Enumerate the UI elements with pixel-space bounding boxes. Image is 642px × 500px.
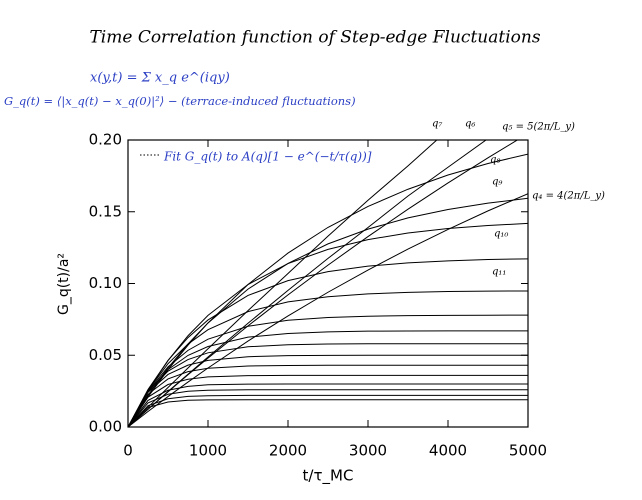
x-tick-label: 5000	[509, 442, 547, 460]
y-axis-label: G_q(t)/a²	[56, 253, 72, 315]
annotation: q₈	[490, 155, 500, 166]
series-line	[128, 330, 528, 427]
series-line	[128, 374, 528, 427]
annotation: q₆	[465, 119, 475, 130]
annotation: q₁₁	[492, 267, 506, 278]
annotation: q₅ = 5(2π/L_y)	[502, 122, 575, 133]
series-line	[128, 399, 528, 427]
series-line	[128, 314, 528, 427]
y-tick-label: 0.15	[89, 202, 122, 220]
equation: x(y,t) = Σ x_q e^(iqy)	[90, 71, 230, 86]
equation: G_q(t) = ⟨|x_q(t) − x_q(0)|²⟩ − (terrace…	[4, 94, 356, 109]
series-line	[128, 389, 528, 427]
x-tick-label: 2000	[269, 442, 307, 460]
annotation: q₉	[492, 177, 502, 188]
series-line	[128, 290, 528, 427]
series-line	[128, 193, 528, 427]
series-line	[128, 383, 528, 427]
series-line	[128, 364, 528, 427]
series-line	[128, 258, 528, 427]
annotation: q₄ = 4(2π/L_y)	[532, 191, 605, 202]
series-line	[128, 197, 528, 427]
legend-text: Fit G_q(t) to A(q)[1 − e^(−t/τ(q))]	[163, 150, 372, 164]
x-axis-label: t/τ_MC	[303, 467, 354, 486]
plot-area	[128, 140, 528, 427]
series-line	[128, 140, 519, 427]
chart-title: Time Correlation function of Step-edge F…	[89, 28, 540, 48]
series-line	[128, 394, 528, 427]
annotation: q₁₀	[494, 229, 508, 240]
y-tick-label: 0.05	[89, 346, 122, 364]
series-line	[128, 354, 528, 427]
y-tick-label: 0.20	[89, 131, 122, 149]
y-tick-label: 0.00	[89, 418, 122, 436]
x-tick-label: 3000	[349, 442, 387, 460]
series-line	[128, 343, 528, 427]
y-tick-label: 0.10	[89, 274, 122, 292]
x-tick-label: 0	[123, 442, 133, 460]
x-tick-label: 4000	[429, 442, 467, 460]
annotation: q₇	[432, 119, 442, 130]
series-line	[128, 140, 438, 427]
x-tick-label: 1000	[189, 442, 227, 460]
